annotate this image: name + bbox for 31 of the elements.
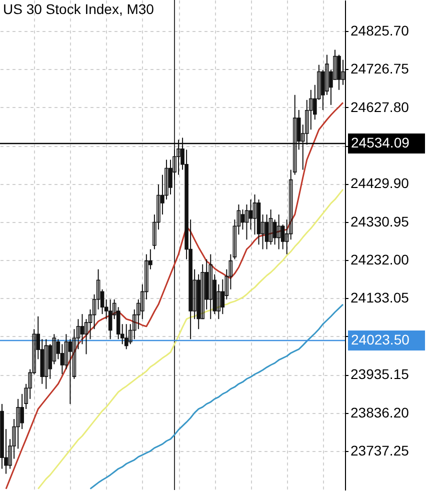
- candlestick: [216, 284, 221, 320]
- y-tick-label: 23737.25: [350, 442, 410, 458]
- line-series: [90, 304, 344, 490]
- candlestick: [44, 338, 48, 390]
- y-tick-label: 23935.15: [350, 366, 410, 382]
- line-series: [5, 102, 344, 490]
- candlestick: [124, 324, 128, 350]
- line-series: [37, 188, 344, 490]
- candlestick: [108, 298, 112, 340]
- y-tick-label: 24429.90: [350, 175, 410, 192]
- candlestick: [80, 314, 84, 345]
- y-tick-label: 24627.80: [350, 98, 410, 115]
- y-tick-label: 24232.00: [350, 252, 410, 268]
- y-tick-label: 24726.75: [350, 60, 410, 77]
- candlestick: [208, 254, 213, 320]
- y-tick-label: 23836.20: [350, 404, 410, 420]
- chart-title: US 30 Stock Index, M30: [3, 1, 154, 17]
- candlestick: [252, 194, 257, 236]
- candlestick: [341, 59, 345, 86]
- ref-line-label: 24023.50: [351, 331, 410, 348]
- candlestick: [264, 214, 269, 250]
- candlestick: [268, 209, 273, 246]
- candlestick: [276, 214, 281, 250]
- candlestick: [244, 204, 249, 240]
- y-tick-label: 24330.95: [350, 213, 410, 230]
- candlestick: [248, 198, 253, 230]
- candlestick: [337, 54, 341, 90]
- candlestick: [84, 318, 88, 355]
- y-tick-label: 24133.05: [350, 290, 410, 306]
- y-tick-label: 24825.70: [350, 22, 410, 38]
- ref-line-label: 24534.09: [351, 134, 410, 150]
